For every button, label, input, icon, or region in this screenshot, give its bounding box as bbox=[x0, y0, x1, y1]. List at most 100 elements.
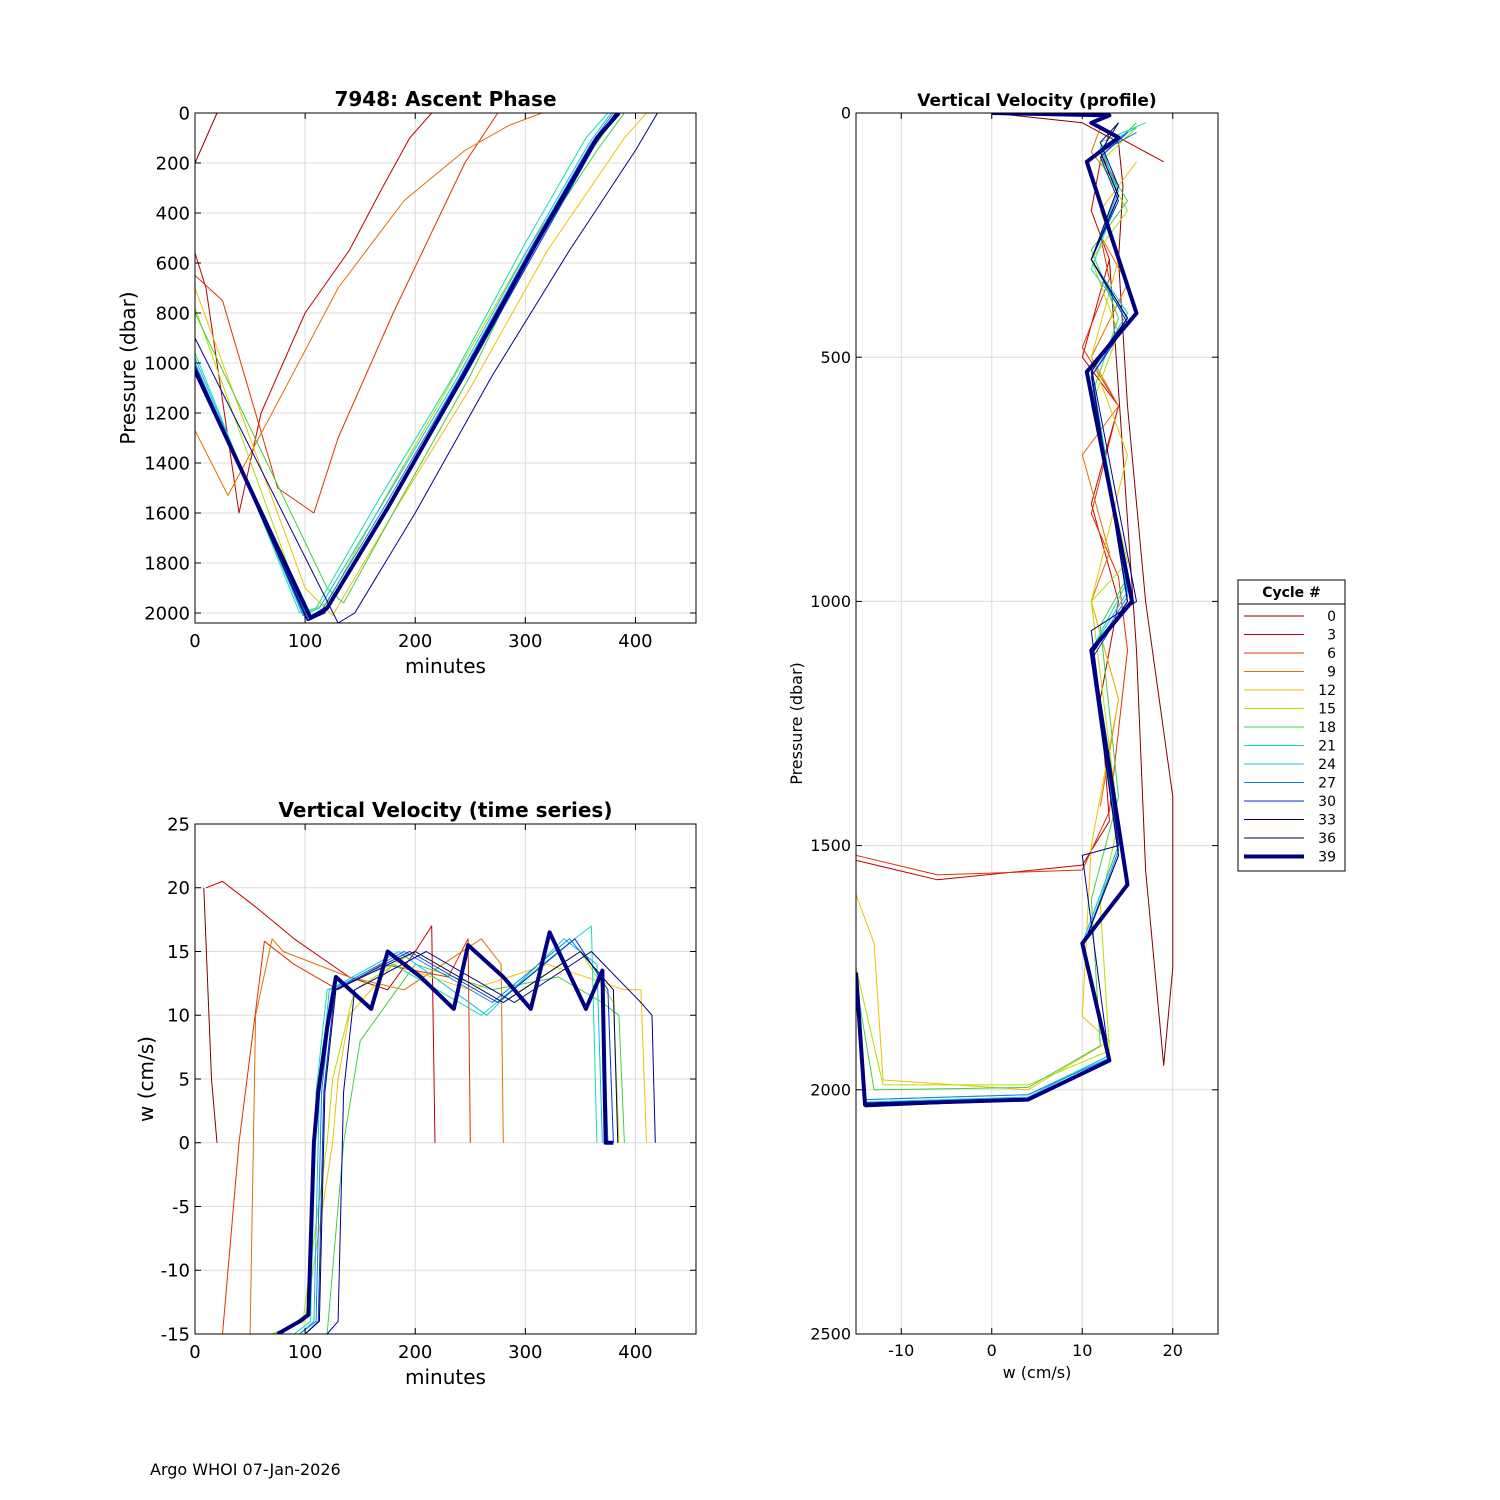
series-line-cycle-24 bbox=[195, 113, 612, 616]
y-axis-label: w (cm/s) bbox=[134, 1036, 158, 1122]
x-tick-label: 100 bbox=[288, 1342, 322, 1363]
axes-box bbox=[855, 112, 1219, 1335]
x-tick-label: 200 bbox=[398, 631, 432, 652]
series-line-cycle-24 bbox=[856, 127, 1137, 1103]
legend-label-cycle-3: 3 bbox=[1327, 628, 1336, 644]
y-tick-label: 0 bbox=[179, 1133, 190, 1154]
gridlines bbox=[194, 112, 696, 623]
legend-label-cycle-12: 12 bbox=[1318, 683, 1336, 699]
series-line-cycle-33 bbox=[195, 113, 658, 623]
series-line-cycle-18 bbox=[195, 113, 625, 604]
series-line-cycle-39 bbox=[276, 930, 614, 1334]
y-tick-label: 1400 bbox=[144, 453, 190, 474]
legend-label-cycle-27: 27 bbox=[1318, 776, 1336, 792]
y-tick-label: -5 bbox=[172, 1197, 190, 1218]
series-group bbox=[856, 113, 1174, 1108]
series-line-cycle-30 bbox=[195, 113, 618, 621]
chart-ascent: 0 100 200 300 400 0 200 400 600 800 1000 1200 1400 16… bbox=[116, 87, 697, 678]
x-tick-label: 400 bbox=[618, 1342, 652, 1363]
y-tick-label: -15 bbox=[161, 1324, 190, 1345]
series-line-cycle-12 bbox=[856, 161, 1137, 1091]
y-tick-label: 400 bbox=[156, 203, 190, 224]
chart-profile: -10 0 10 20 0 500 1000 1500 2000 2500 Vertical Vel… bbox=[787, 91, 1219, 1382]
y-tick-label: 200 bbox=[156, 153, 190, 174]
y-tick-label: 800 bbox=[156, 303, 190, 324]
series-group bbox=[195, 113, 658, 623]
y-axis-label: Pressure (dbar) bbox=[116, 291, 140, 444]
x-tick-label: -10 bbox=[888, 1341, 914, 1360]
chart-timeseries: 0 100 200 300 400 -15 -10 -5 0 5 10 15 20 25 Vertical … bbox=[134, 798, 697, 1389]
y-tick-label: 15 bbox=[167, 942, 190, 963]
x-tick-label: 10 bbox=[1072, 1341, 1092, 1360]
x-tick-label: 0 bbox=[189, 1342, 200, 1363]
footer-label: Argo WHOI 07-Jan-2026 bbox=[150, 1460, 341, 1479]
chart-title: Vertical Velocity (profile) bbox=[917, 91, 1156, 111]
series-group bbox=[203, 880, 656, 1334]
series-line-cycle-39 bbox=[856, 113, 1139, 1107]
y-tick-label: 20 bbox=[167, 878, 190, 899]
y-tick-label: 5 bbox=[179, 1069, 190, 1090]
chart-title: 7948: Ascent Phase bbox=[334, 87, 556, 111]
y-tick-label: 2000 bbox=[810, 1080, 851, 1099]
legend-label-cycle-39: 39 bbox=[1318, 850, 1336, 866]
y-tick-label: 1500 bbox=[810, 836, 851, 855]
x-tick-label: 0 bbox=[189, 631, 200, 652]
legend-label-cycle-21: 21 bbox=[1318, 739, 1336, 755]
series-line-cycle-18 bbox=[856, 122, 1137, 1091]
legend-label-cycle-33: 33 bbox=[1318, 813, 1336, 829]
gridlines bbox=[194, 823, 696, 1335]
legend-title: Cycle # bbox=[1262, 585, 1321, 601]
y-tick-label: 600 bbox=[156, 253, 190, 274]
x-tick-label: 100 bbox=[288, 631, 322, 652]
y-tick-label: 0 bbox=[179, 103, 190, 124]
series-line-cycle-3 bbox=[205, 880, 436, 1143]
x-tick-label: 200 bbox=[398, 1342, 432, 1363]
legend-label-cycle-9: 9 bbox=[1327, 665, 1336, 681]
axes-box bbox=[194, 112, 697, 624]
chart-title: Vertical Velocity (time series) bbox=[279, 798, 613, 822]
series-line-cycle-18 bbox=[326, 963, 625, 1334]
series-line-cycle-0 bbox=[195, 113, 218, 164]
y-tick-label: 0 bbox=[841, 104, 851, 123]
series-line-cycle-27 bbox=[299, 938, 609, 1334]
legend-label-cycle-6: 6 bbox=[1327, 646, 1336, 662]
series-line-cycle-21 bbox=[856, 122, 1146, 1101]
series-line-cycle-9 bbox=[195, 113, 542, 496]
series-line-cycle-6 bbox=[195, 113, 499, 514]
y-tick-label: 1200 bbox=[144, 403, 190, 424]
x-axis-label: minutes bbox=[405, 654, 486, 678]
y-tick-label: 25 bbox=[167, 814, 190, 835]
legend-label-cycle-15: 15 bbox=[1318, 702, 1336, 718]
series-line-cycle-0 bbox=[991, 113, 1174, 1066]
legend-label-cycle-0: 0 bbox=[1327, 609, 1336, 625]
legend-label-cycle-36: 36 bbox=[1318, 831, 1336, 847]
y-axis-label: Pressure (dbar) bbox=[787, 662, 806, 785]
legend-label-cycle-30: 30 bbox=[1318, 794, 1336, 810]
y-tick-label: 2000 bbox=[144, 603, 190, 624]
x-tick-label: 20 bbox=[1163, 1341, 1183, 1360]
series-line-cycle-27 bbox=[195, 113, 614, 619]
y-tick-label: -10 bbox=[161, 1261, 190, 1282]
series-line-cycle-9 bbox=[249, 938, 504, 1334]
series-line-cycle-15 bbox=[856, 127, 1137, 1086]
x-tick-label: 0 bbox=[987, 1341, 997, 1360]
series-line-cycle-39 bbox=[195, 113, 621, 620]
series-line-cycle-3 bbox=[856, 132, 1164, 881]
x-tick-label: 300 bbox=[508, 631, 542, 652]
y-tick-label: 1600 bbox=[144, 503, 190, 524]
y-tick-label: 1800 bbox=[144, 553, 190, 574]
series-line-cycle-12 bbox=[195, 113, 647, 616]
series-line-cycle-0 bbox=[203, 887, 218, 1143]
x-axis-label: minutes bbox=[405, 1365, 486, 1389]
legend-box bbox=[1237, 579, 1346, 872]
y-tick-label: 1000 bbox=[144, 353, 190, 374]
legend-label-cycle-24: 24 bbox=[1318, 757, 1336, 773]
x-axis-label: w (cm/s) bbox=[1003, 1363, 1072, 1382]
y-tick-label: 10 bbox=[167, 1006, 190, 1027]
series-line-cycle-3 bbox=[195, 113, 433, 514]
y-tick-label: 500 bbox=[820, 348, 851, 367]
series-line-cycle-30 bbox=[304, 938, 614, 1334]
series-line-cycle-33 bbox=[326, 951, 656, 1334]
y-tick-label: 1000 bbox=[810, 592, 851, 611]
